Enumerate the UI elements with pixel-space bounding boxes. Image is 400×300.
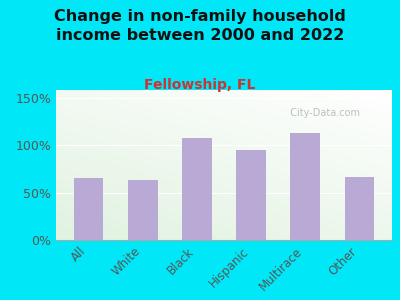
Text: City-Data.com: City-Data.com — [284, 108, 360, 118]
Bar — [74, 178, 104, 240]
Text: Change in non-family household
income between 2000 and 2022: Change in non-family household income be… — [54, 9, 346, 43]
Bar — [236, 150, 266, 240]
Bar — [182, 138, 212, 240]
Bar — [128, 180, 158, 240]
Bar — [290, 133, 320, 240]
Text: Fellowship, FL: Fellowship, FL — [144, 78, 256, 92]
Bar — [344, 177, 374, 240]
